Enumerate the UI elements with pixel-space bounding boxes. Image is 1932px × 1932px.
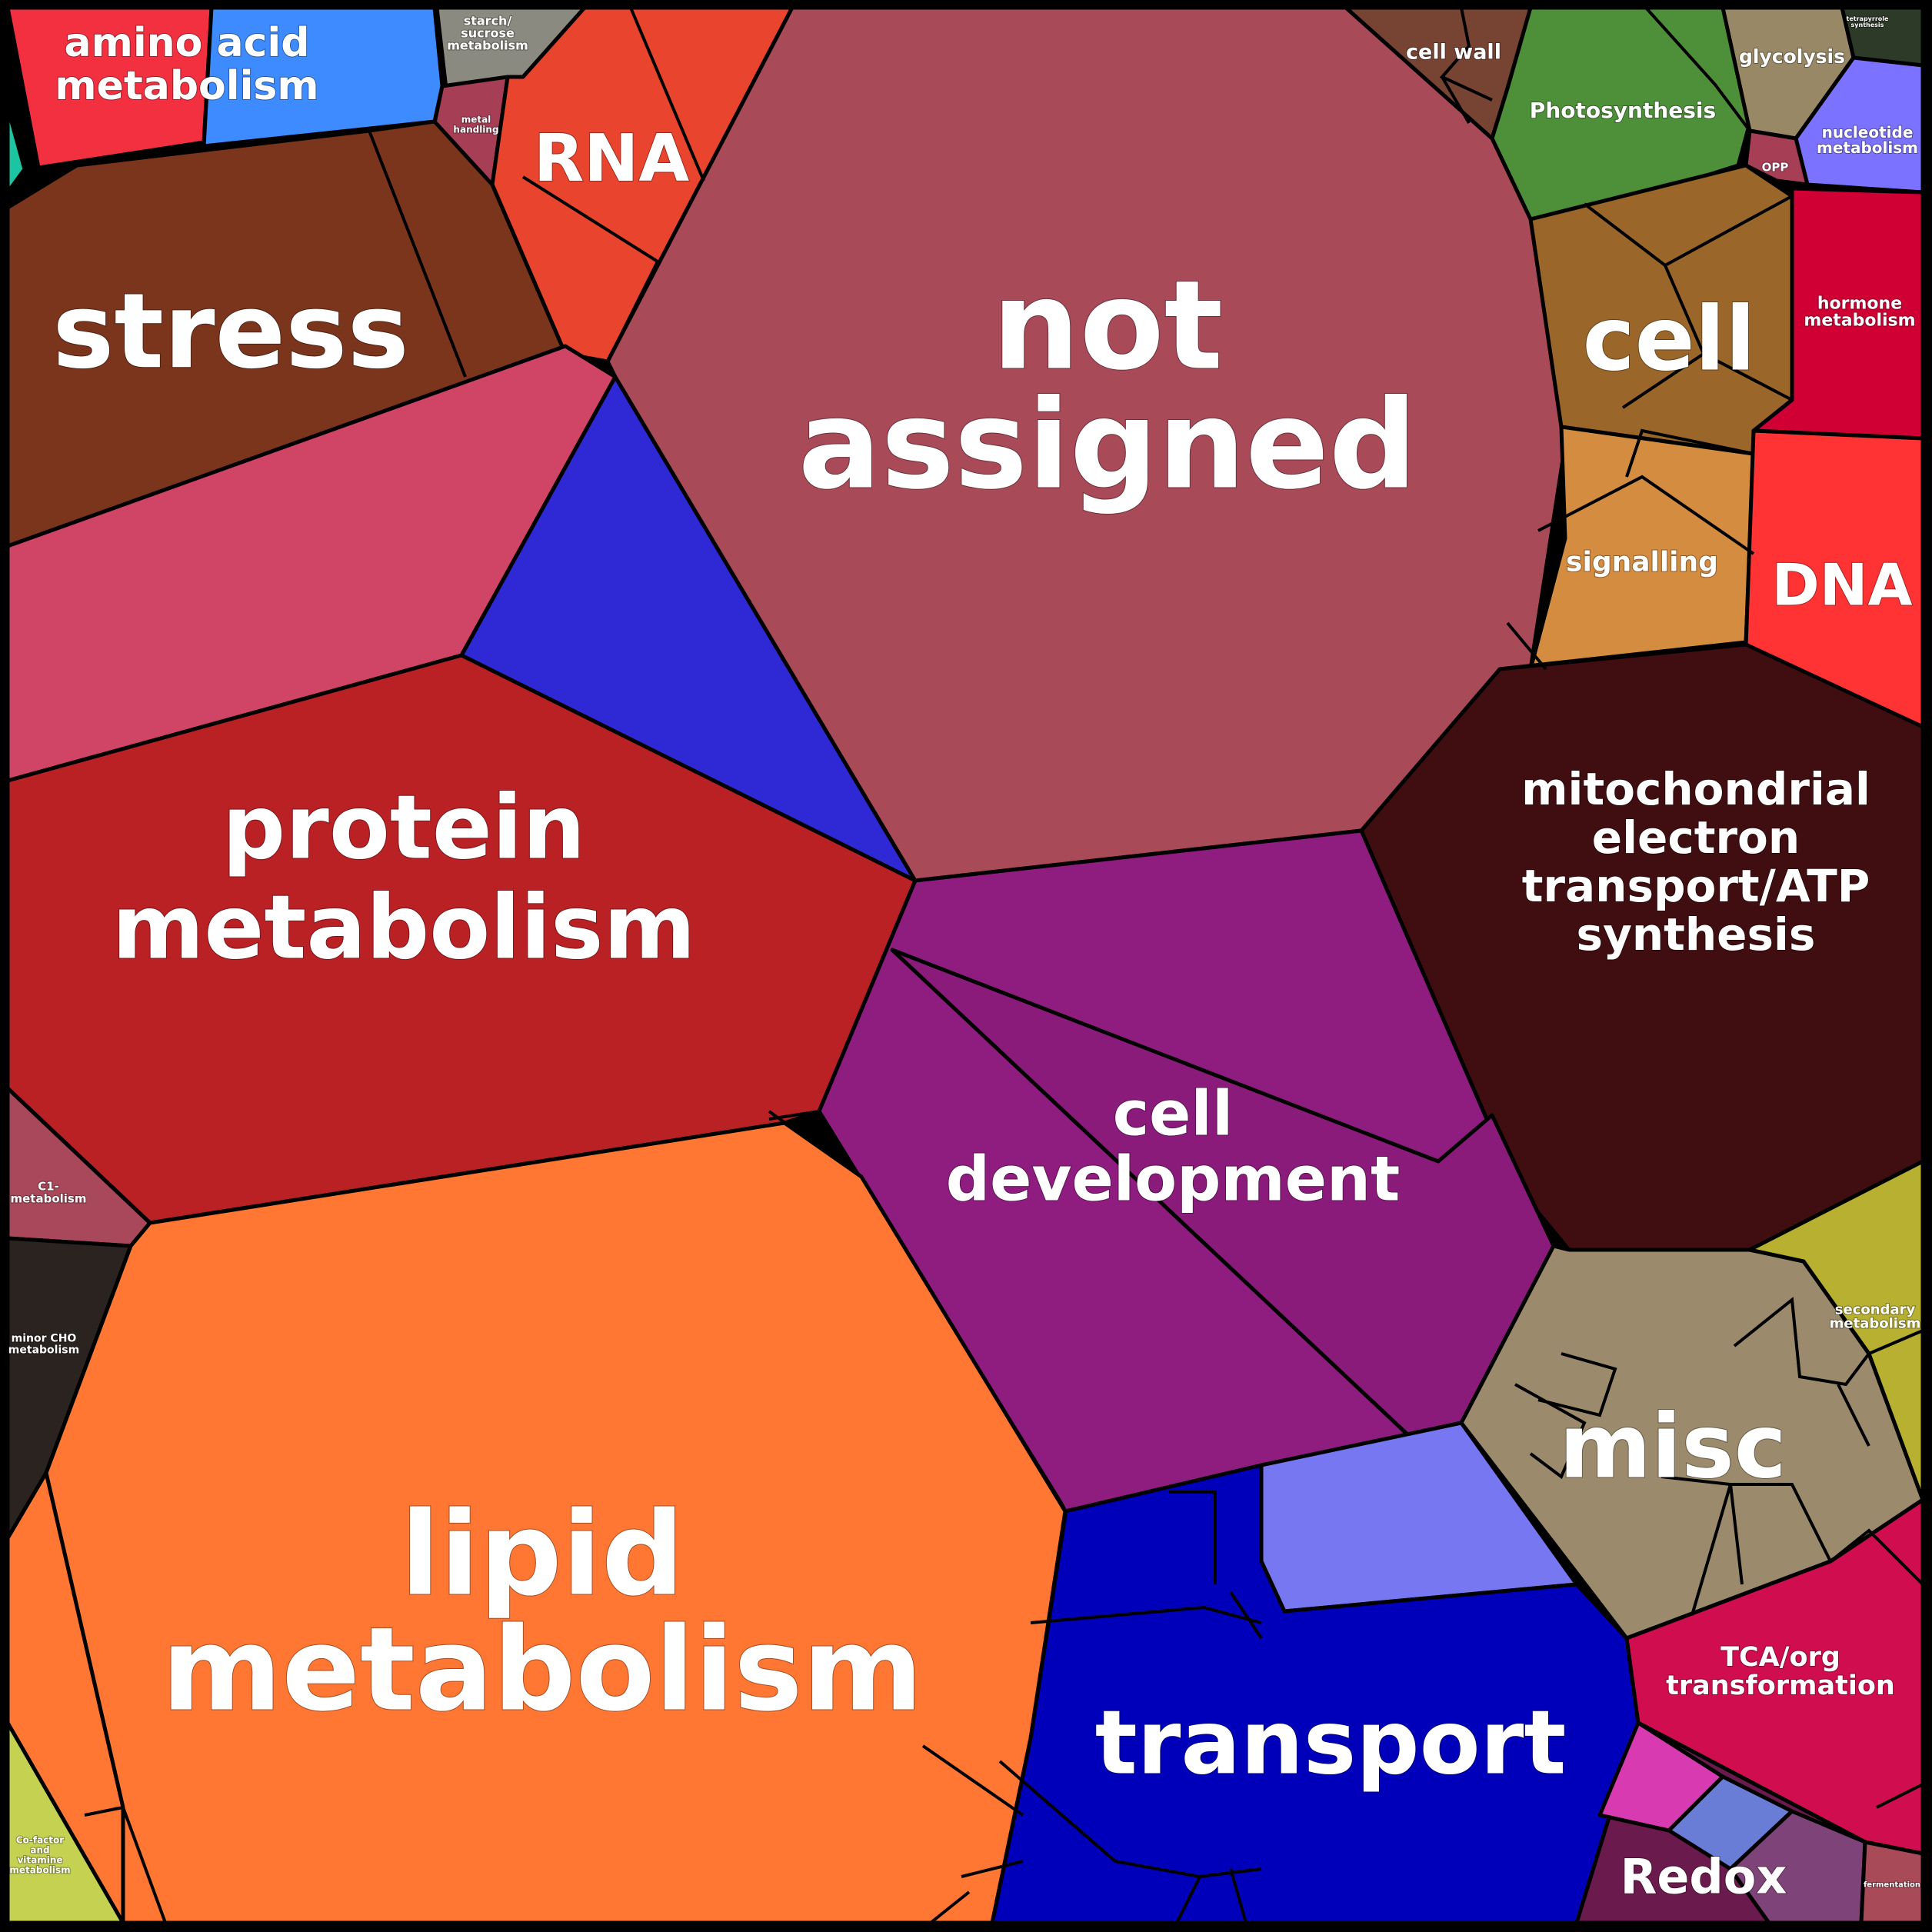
label-cell: cell (1582, 288, 1755, 391)
label-misc: misc (1559, 1395, 1787, 1498)
label-tetrapyrrole-synthesis: tetrapyrrole synthesis (1847, 15, 1889, 28)
label-stress: stress (52, 271, 409, 391)
label-c1-metabolism: C1-metabolism (11, 1179, 87, 1205)
label-minor-cho-metabolism: minor CHO metabolism (8, 1332, 79, 1356)
cell-nucleotide-metabolism (1794, 55, 1925, 195)
label-signalling: signalling (1566, 547, 1718, 578)
label-redox: Redox (1621, 1849, 1787, 1905)
label-photosynthesis: Photosynthesis (1530, 98, 1716, 123)
label-hormone-metabolism: hormone metabolism (1804, 295, 1915, 331)
label-glycolysis: glycolysis (1739, 45, 1845, 68)
label-rna: RNA (534, 121, 690, 197)
label-transport: transport (1095, 1691, 1567, 1794)
label-protein-metabolism: protein metabolism (112, 776, 696, 979)
label-tca-org-transformation: TCA/org transformation (1666, 1642, 1895, 1701)
label-mitochondrial-electron-transport-atp-synthesis: mitochondrial electron transport/ATP synthe… (1521, 763, 1870, 961)
label-metal-handling: metal handling (453, 115, 498, 135)
cell-secondary-metabolism (1747, 1159, 1925, 1502)
label-starch-sucrose-metabolism: starch/sucrose metabolism (447, 14, 528, 53)
label-not-assigned: not assigned (798, 254, 1417, 517)
label-secondary-metabolism: secondary metabolism (1830, 1301, 1921, 1331)
label-cell-development: cell development (946, 1078, 1400, 1215)
label-lipid-metabolism: lipid metabolism (162, 1488, 923, 1737)
label-amino-acid-metabolism: amino acid metabolism (55, 20, 318, 109)
label-cell-wall: cell wall (1406, 40, 1501, 64)
cell-cofactor-vitamine-metabolism (5, 1720, 125, 1925)
cell-amino-acid-metabolism-sub2 (5, 105, 27, 195)
cell-redox-sub3 (1728, 1809, 1867, 1925)
label-fermentation: fermentation (1864, 1881, 1920, 1890)
label-dna: DNA (1771, 551, 1912, 618)
label-opp: OPP (1762, 160, 1789, 174)
label-co-factor-and-vitamine-metabolism: Co-factor and vitamine metabolism (9, 1835, 70, 1876)
cell-fermentation (1859, 1840, 1925, 1925)
cell-opp (1744, 128, 1810, 187)
label-nucleotide-metabolism: nucleotide metabolism (1817, 123, 1918, 157)
